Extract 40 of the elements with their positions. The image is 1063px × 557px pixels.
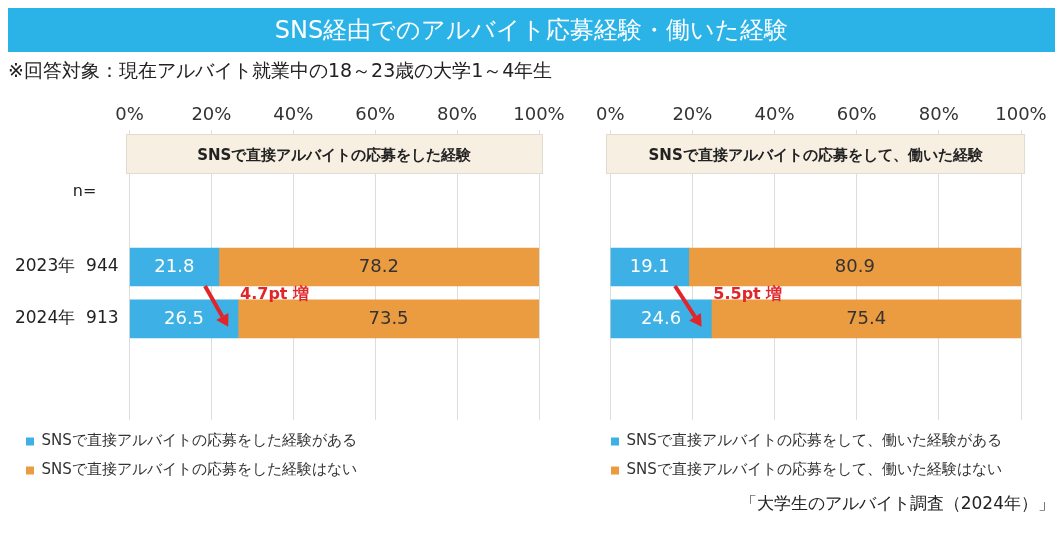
x-tick-label: 0% [115, 103, 144, 125]
data-label: 24.6 [641, 306, 682, 328]
data-label: 78.2 [358, 254, 399, 276]
data-label: 80.9 [834, 254, 875, 276]
legend-label: SNSで直接アルバイトの応募をして、働いた経験はない [626, 460, 1002, 479]
legend-label: SNSで直接アルバイトの応募をして、働いた経験がある [626, 431, 1002, 450]
legend-label: SNSで直接アルバイトの応募をした経験はない [41, 460, 357, 479]
bar [610, 299, 712, 339]
x-tick-label: 60% [836, 103, 877, 125]
y-tick-label: 2023年 944 [14, 255, 119, 276]
chart-title: SNS経由でのアルバイト応募経験・働いた経験 [8, 8, 1055, 52]
data-label: 21.8 [154, 254, 195, 276]
legend-label: SNSで直接アルバイトの応募をした経験がある [41, 431, 357, 450]
data-label: 26.5 [163, 306, 205, 328]
chart-subtitle: ※回答対象：現在アルバイト就業中の18～23歳の大学1～4年生 [8, 58, 554, 83]
y-tick-label: 2024年 913 [14, 307, 119, 328]
header-box: SNSで直接アルバイトの応募をして、働いた経験 [606, 133, 1025, 174]
x-tick-label: 100% [995, 103, 1047, 125]
x-tick-label: 80% [437, 103, 478, 125]
annotation: 5.5pt 増 [713, 283, 783, 303]
data-label: 19.1 [629, 254, 670, 276]
x-tick-label: 40% [273, 103, 314, 125]
x-tick-label: 60% [355, 103, 396, 125]
x-tick-label: 100% [513, 103, 565, 125]
header-box: SNSで直接アルバイトの応募をした経験 [125, 133, 543, 174]
bar [218, 247, 539, 287]
text: 「大学生のアルバイト調査（2024年）」 [738, 492, 1055, 515]
x-tick-label: 80% [918, 103, 959, 125]
x-tick-label: 20% [672, 103, 713, 125]
bar [129, 299, 239, 339]
text: n= [72, 180, 97, 200]
bar [610, 247, 690, 287]
bar [129, 247, 220, 287]
x-tick-label: 20% [191, 103, 232, 125]
data-label: 73.5 [368, 306, 409, 328]
annotation: 4.7pt 増 [240, 283, 310, 303]
data-label: 75.4 [846, 306, 887, 328]
x-tick-label: 40% [754, 103, 795, 125]
bar [688, 247, 1021, 287]
x-tick-label: 0% [596, 103, 625, 125]
